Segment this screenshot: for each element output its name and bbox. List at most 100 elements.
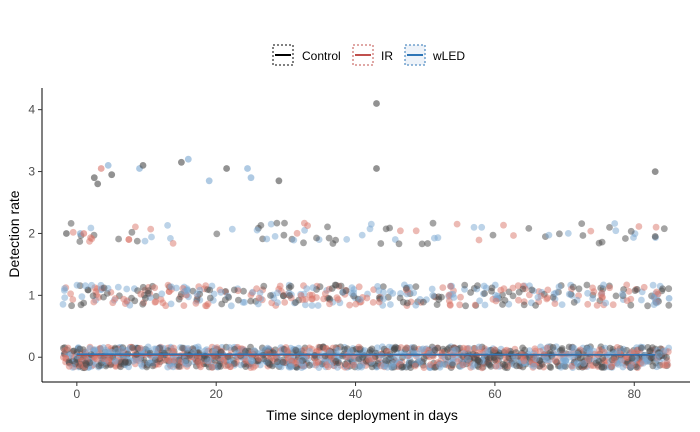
data-point-wled [263, 235, 271, 243]
data-point-ir [610, 356, 618, 364]
data-point-wled [560, 362, 568, 370]
data-point-control [332, 357, 340, 365]
data-point-ir [170, 356, 178, 364]
data-point-wled [267, 220, 275, 228]
data-point-ir [80, 230, 88, 237]
data-point-control [435, 296, 443, 303]
data-point-control [631, 287, 639, 294]
data-point-control [418, 240, 426, 248]
data-point-control [412, 283, 420, 290]
data-point-control [122, 359, 129, 366]
data-point-control [509, 292, 517, 300]
data-point-control [648, 354, 655, 362]
data-point-control [420, 355, 428, 362]
data-point-ir [65, 362, 73, 370]
data-point-control [76, 238, 84, 245]
data-point-wled [250, 347, 258, 354]
data-point-wled [393, 353, 401, 361]
data-point-control [139, 283, 147, 291]
data-point-control [489, 231, 497, 239]
data-point-control [532, 302, 539, 309]
data-point-wled [660, 347, 668, 355]
data-point-control [663, 353, 670, 361]
data-point-ir [67, 290, 74, 298]
data-point-control [67, 220, 75, 227]
data-point-wled [59, 300, 67, 308]
data-point-control [578, 220, 586, 228]
data-point-wled [366, 225, 374, 233]
data-point-control [501, 297, 509, 304]
data-point-wled [589, 295, 597, 302]
data-point-ir [137, 290, 145, 298]
data-point-wled [380, 288, 387, 296]
legend-label-control: Control [302, 49, 341, 63]
data-point-wled [555, 283, 563, 291]
data-point-wled [431, 234, 438, 242]
data-point-ir [491, 346, 498, 354]
data-point-ir [151, 284, 159, 292]
data-point-ir [288, 358, 295, 365]
data-point-control [525, 225, 533, 232]
data-point-wled [118, 346, 126, 353]
x-tick-label: 20 [210, 387, 224, 401]
data-point-wled [302, 301, 309, 309]
data-point-control [556, 230, 563, 238]
data-point-ir [531, 345, 539, 353]
data-point-wled [470, 361, 478, 368]
data-point-wled [428, 285, 436, 293]
axes: 0 20 40 60 80 0 1 2 3 4 [28, 88, 690, 401]
data-point-control [213, 230, 221, 238]
data-point-ir [369, 299, 377, 306]
data-point-wled [387, 301, 394, 308]
data-point-ir [157, 296, 165, 303]
data-point-control [306, 361, 313, 369]
data-point-control [366, 346, 374, 354]
data-point-control [149, 362, 157, 370]
data-point-ir [255, 354, 263, 362]
data-point-control [570, 299, 578, 306]
data-point-control [402, 284, 410, 292]
data-point-wled [205, 177, 213, 185]
data-point-wled [227, 302, 235, 310]
data-point-control [242, 347, 249, 355]
data-point-wled [104, 162, 112, 169]
y-tick-label: 0 [28, 350, 35, 364]
data-point-wled [164, 222, 172, 229]
data-point-ir [281, 299, 289, 306]
data-point-wled [639, 359, 647, 367]
data-point-ir [253, 285, 260, 292]
data-point-control [429, 219, 437, 227]
data-point-wled [248, 357, 256, 365]
data-point-ir [90, 298, 98, 306]
data-point-control [70, 347, 78, 355]
data-point-wled [476, 297, 483, 305]
data-point-wled [418, 346, 425, 354]
data-point-ir [568, 362, 576, 370]
data-point-ir [420, 364, 428, 371]
legend-label-wled: wLED [432, 49, 465, 63]
y-tick-label: 2 [28, 226, 35, 240]
data-point-ir [439, 284, 447, 291]
data-point-control [139, 300, 147, 308]
data-point-control [324, 223, 331, 231]
data-point-ir [544, 286, 552, 294]
data-point-wled [181, 358, 189, 366]
data-point-ir [653, 288, 660, 296]
data-point-control [420, 298, 427, 306]
data-point-wled [611, 220, 619, 227]
data-point-wled [347, 347, 354, 355]
data-point-ir [459, 361, 467, 369]
data-point-wled [450, 294, 458, 301]
data-point-wled [167, 235, 174, 242]
data-point-wled [86, 344, 94, 352]
data-point-control [274, 358, 281, 366]
data-point-ir [355, 283, 363, 291]
data-point-control [600, 364, 608, 371]
data-point-control [519, 285, 527, 293]
data-point-wled [217, 288, 225, 296]
x-axis-title: Time since deployment in days [266, 407, 458, 423]
data-point-wled [61, 294, 69, 301]
data-point-wled [78, 293, 86, 300]
data-point-wled [290, 236, 298, 244]
